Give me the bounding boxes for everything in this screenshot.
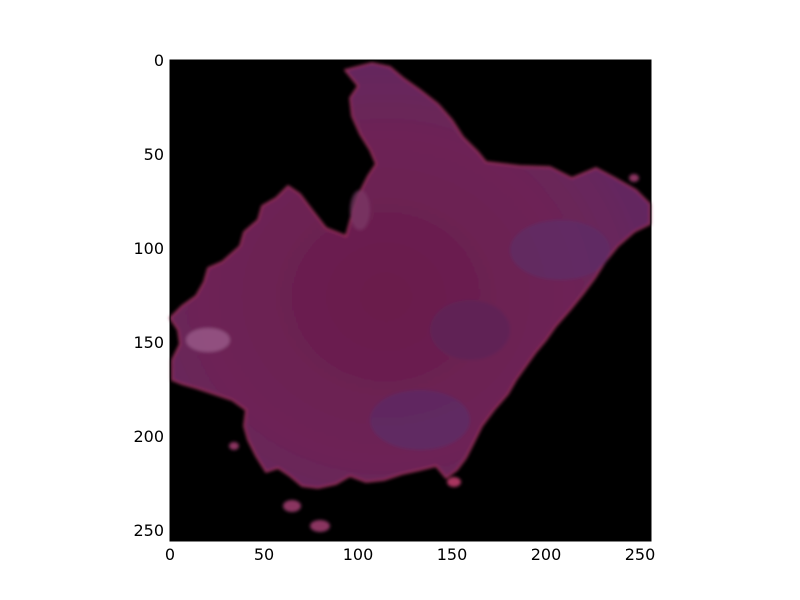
y-axis: 0 50 100 150 200 250: [133, 51, 176, 540]
speck: [283, 500, 301, 512]
y-tick-label: 0: [154, 51, 164, 70]
x-axis: 0 50 100 150 200 250: [165, 535, 655, 564]
speck: [229, 442, 239, 450]
x-tick-label: 150: [437, 545, 468, 564]
highlight-patch: [186, 328, 230, 352]
x-tick-label: 100: [343, 545, 374, 564]
speck: [447, 477, 461, 487]
x-tick-label: 50: [254, 545, 274, 564]
y-tick-label: 50: [144, 145, 164, 164]
image-content: [169, 62, 651, 532]
axes-frame: [169, 59, 652, 542]
speck: [310, 520, 330, 532]
x-tick-label: 0: [165, 545, 175, 564]
highlight-patch: [430, 300, 510, 360]
x-tick-label: 250: [625, 545, 656, 564]
speck: [629, 174, 639, 182]
highlight-patch: [350, 190, 370, 230]
x-tick-label: 200: [531, 545, 562, 564]
y-tick-label: 250: [133, 521, 164, 540]
highlight-patch: [510, 220, 610, 280]
highlight-patch: [370, 390, 470, 450]
purple-region: [169, 62, 651, 489]
y-tick-label: 150: [133, 333, 164, 352]
y-tick-label: 100: [133, 239, 164, 258]
y-tick-label: 200: [133, 427, 164, 446]
